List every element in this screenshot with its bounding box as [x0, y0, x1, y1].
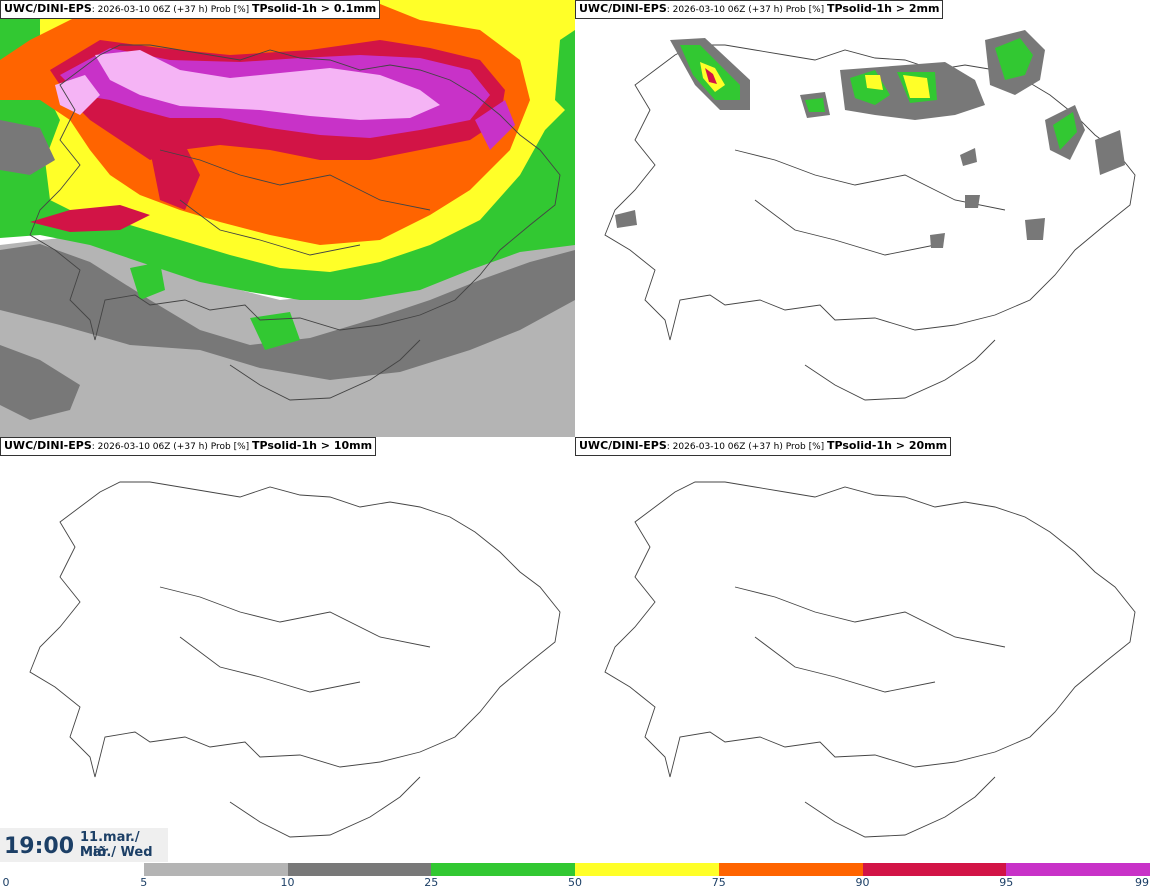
variable-label: TPsolid-1h > 20mm	[827, 439, 948, 452]
valid-date-line1: 11.mar./ Mar	[80, 830, 140, 860]
colorbar-tick-label: 50	[568, 876, 582, 889]
probability-map-2mm	[575, 0, 1150, 437]
colorbar-tick-label: 5	[140, 876, 148, 889]
colorbar-segment	[575, 863, 719, 876]
colorbar-segment	[143, 863, 288, 876]
colorbar-tick-label: 75	[711, 876, 726, 889]
model-name: UWC/DINI-EPS	[579, 2, 667, 15]
map-panel-20mm: UWC/DINI-EPS: 2026-03-10 06Z (+37 h) Pro…	[575, 437, 1150, 874]
model-name: UWC/DINI-EPS	[579, 439, 667, 452]
map-panel-10mm: UWC/DINI-EPS: 2026-03-10 06Z (+37 h) Pro…	[0, 437, 575, 874]
colorbar-segment	[1006, 863, 1150, 876]
colorbar-tick-label: 0	[2, 876, 10, 889]
panel-title: UWC/DINI-EPS: 2026-03-10 06Z (+37 h) Pro…	[575, 437, 952, 456]
panel-title: UWC/DINI-EPS: 2026-03-10 06Z (+37 h) Pro…	[0, 437, 377, 456]
run-meta: : 2026-03-10 06Z (+37 h) Prob [%]	[666, 5, 828, 15]
colorbar-tick-label: 10	[280, 876, 295, 889]
colorbar-segment	[287, 863, 432, 876]
valid-time-box: 19:00 11.mar./ Mar Mið./ Wed	[0, 828, 168, 862]
panel-title: UWC/DINI-EPS: 2026-03-10 06Z (+37 h) Pro…	[0, 0, 381, 19]
probability-map-20mm	[575, 437, 1150, 874]
model-name: UWC/DINI-EPS	[4, 439, 92, 452]
colorbar-segment	[718, 863, 863, 876]
colorbar-tick-label: 95	[999, 876, 1014, 889]
probability-map-10mm	[0, 437, 575, 874]
probability-map-0.1mm	[0, 0, 575, 437]
variable-label: TPsolid-1h > 0.1mm	[252, 2, 377, 15]
variable-label: TPsolid-1h > 10mm	[252, 439, 373, 452]
panel-title: UWC/DINI-EPS: 2026-03-10 06Z (+37 h) Pro…	[575, 0, 944, 19]
valid-time: 19:00	[4, 834, 75, 859]
map-panel-0.1mm: UWC/DINI-EPS: 2026-03-10 06Z (+37 h) Pro…	[0, 0, 575, 437]
variable-label: TPsolid-1h > 2mm	[827, 2, 940, 15]
map-panel-2mm: UWC/DINI-EPS: 2026-03-10 06Z (+37 h) Pro…	[575, 0, 1150, 437]
probability-colorbar: 0 5 10 25 50 75 90 95 99	[0, 862, 1150, 891]
colorbar-segment	[0, 863, 144, 876]
run-meta: : 2026-03-10 06Z (+37 h) Prob [%]	[91, 5, 253, 15]
colorbar-tick-label: 99	[1135, 876, 1149, 889]
colorbar-tick-label: 90	[855, 876, 870, 889]
run-meta: : 2026-03-10 06Z (+37 h) Prob [%]	[666, 442, 828, 452]
model-name: UWC/DINI-EPS	[4, 2, 92, 15]
valid-date-line2: Mið./ Wed	[80, 845, 153, 860]
colorbar-tick-label: 25	[424, 876, 439, 889]
run-meta: : 2026-03-10 06Z (+37 h) Prob [%]	[91, 442, 253, 452]
colorbar-segment	[862, 863, 1007, 876]
colorbar-segment	[431, 863, 575, 876]
